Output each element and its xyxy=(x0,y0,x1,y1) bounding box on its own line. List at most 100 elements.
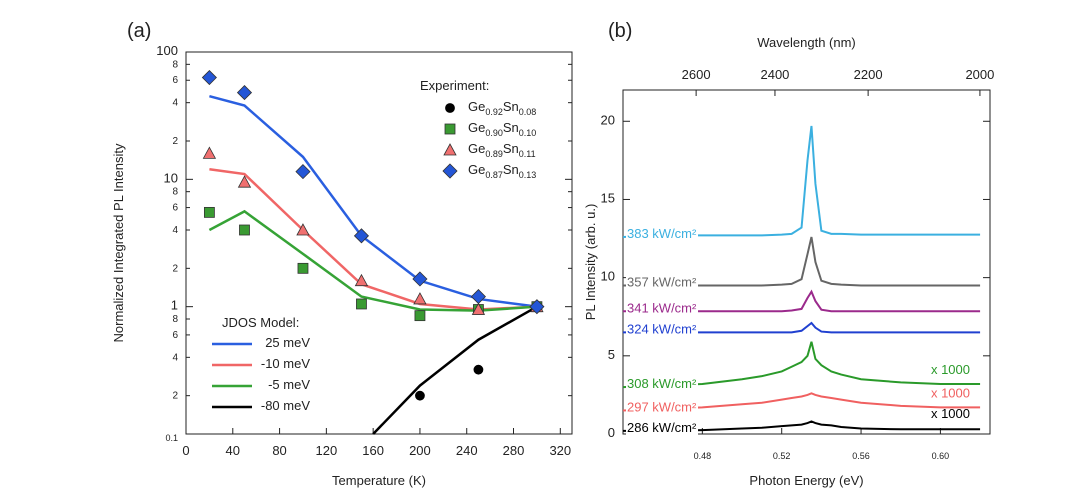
y-tick-label: 5 xyxy=(608,347,615,362)
series-label: 341 kW/cm² xyxy=(627,301,697,316)
x-tick-label: 240 xyxy=(456,443,478,458)
series-label: 324 kW/cm² xyxy=(627,322,697,337)
spectrum xyxy=(622,125,981,238)
x-tick-label: 280 xyxy=(503,443,525,458)
data-point xyxy=(295,164,311,180)
y-tick-label: 10 xyxy=(601,269,615,284)
x-tick-label: 320 xyxy=(549,443,571,458)
x-tick-label: 80 xyxy=(272,443,286,458)
legend-marker xyxy=(444,123,456,135)
spectrum xyxy=(622,392,981,412)
legend-marker xyxy=(445,103,455,113)
y-tick-label: 100 xyxy=(156,43,178,58)
label-background xyxy=(626,274,699,290)
spectrum xyxy=(623,236,981,287)
y-minor-tick-label: 2 xyxy=(172,136,178,147)
x-tick-label: 0.52 xyxy=(773,451,791,461)
annotation: x 1000 xyxy=(931,406,970,421)
y-minor-tick-label: 6 xyxy=(172,75,178,86)
data-point xyxy=(470,289,486,305)
legend-marker xyxy=(442,163,458,179)
y-minor-tick-label: 4 xyxy=(172,97,178,108)
y-axis-title: Normalized Integrated PL Intensity xyxy=(111,143,126,342)
legend-title: JDOS Model: xyxy=(222,315,299,330)
data-point xyxy=(201,69,217,86)
series-label: 383 kW/cm² xyxy=(627,226,697,241)
spectrum xyxy=(622,341,981,389)
y-minor-tick-label: 4 xyxy=(172,352,178,363)
y-tick-label: 20 xyxy=(601,113,615,128)
data-point xyxy=(354,273,369,287)
y-tick-label: 1 xyxy=(171,298,178,313)
x-axis-title: Photon Energy (eV) xyxy=(749,473,863,488)
data-point xyxy=(297,262,309,274)
spectrum xyxy=(623,321,981,334)
label-background xyxy=(626,300,699,316)
x-tick-label: 0 xyxy=(182,443,189,458)
y-axis-title: PL Intensity (arb. u.) xyxy=(583,204,598,321)
label-background xyxy=(626,376,699,392)
data-point xyxy=(471,302,486,315)
legend-label: -10 meV xyxy=(261,356,310,371)
x2-axis-title: Wavelength (nm) xyxy=(757,35,856,50)
y-minor-tick-label: 8 xyxy=(172,186,178,197)
legend-label: -80 meV xyxy=(261,398,310,413)
y-tick-label: 0.1 xyxy=(165,433,178,443)
y-minor-tick-label: 2 xyxy=(172,263,178,274)
y-tick-label: 15 xyxy=(601,191,615,206)
x-tick-label: 200 xyxy=(409,443,431,458)
legend-label: -5 meV xyxy=(268,377,310,392)
x-tick-label: 40 xyxy=(226,443,240,458)
y-minor-tick-label: 4 xyxy=(172,225,178,236)
y-minor-tick-label: 6 xyxy=(172,330,178,341)
label-background xyxy=(626,399,699,415)
x2-tick-label: 2600 xyxy=(682,67,711,82)
x-axis-title: Temperature (K) xyxy=(332,473,426,488)
panel-label: (a) xyxy=(127,20,151,42)
legend-marker xyxy=(443,143,457,156)
x-tick-label: 0.60 xyxy=(932,451,950,461)
plot-frame xyxy=(622,89,991,435)
plot-frame xyxy=(185,51,573,435)
series-label: 357 kW/cm² xyxy=(627,275,697,290)
x-tick-label: 0.48 xyxy=(694,451,712,461)
legend-label: Ge0.90Sn0.10 xyxy=(468,120,536,138)
y-minor-tick-label: 8 xyxy=(172,59,178,70)
data-point xyxy=(237,175,252,188)
model-line xyxy=(209,168,537,311)
data-point xyxy=(529,299,545,315)
legend-label: Ge0.89Sn0.11 xyxy=(468,141,536,159)
x-tick-label: 160 xyxy=(362,443,384,458)
y-minor-tick-label: 2 xyxy=(172,390,178,401)
data-point xyxy=(203,206,215,218)
panel-label: (b) xyxy=(608,20,632,42)
data-point xyxy=(202,146,217,159)
data-point xyxy=(353,228,370,244)
y-minor-tick-label: 8 xyxy=(172,314,178,325)
data-point xyxy=(296,223,310,236)
spectrum xyxy=(623,420,981,432)
spectrum xyxy=(623,289,981,313)
data-point xyxy=(473,364,484,375)
legend-label: Ge0.87Sn0.13 xyxy=(468,162,536,180)
data-point xyxy=(415,390,425,401)
x-tick-label: 0.56 xyxy=(852,451,870,461)
model-line xyxy=(208,209,537,312)
x2-tick-label: 2200 xyxy=(854,67,883,82)
x2-tick-label: 2000 xyxy=(965,67,994,82)
model-line xyxy=(372,305,538,435)
y-tick-label: 0 xyxy=(608,425,615,440)
data-point xyxy=(239,224,250,236)
series-label: 297 kW/cm² xyxy=(627,400,697,415)
label-background xyxy=(626,420,699,436)
series-label: 308 kW/cm² xyxy=(627,377,697,392)
legend-title: Experiment: xyxy=(420,78,489,93)
label-background xyxy=(626,226,699,242)
y-minor-tick-label: 6 xyxy=(172,202,178,213)
data-point xyxy=(356,298,367,310)
x2-tick-label: 2400 xyxy=(760,67,789,82)
data-point xyxy=(412,271,428,287)
label-background xyxy=(626,321,699,337)
